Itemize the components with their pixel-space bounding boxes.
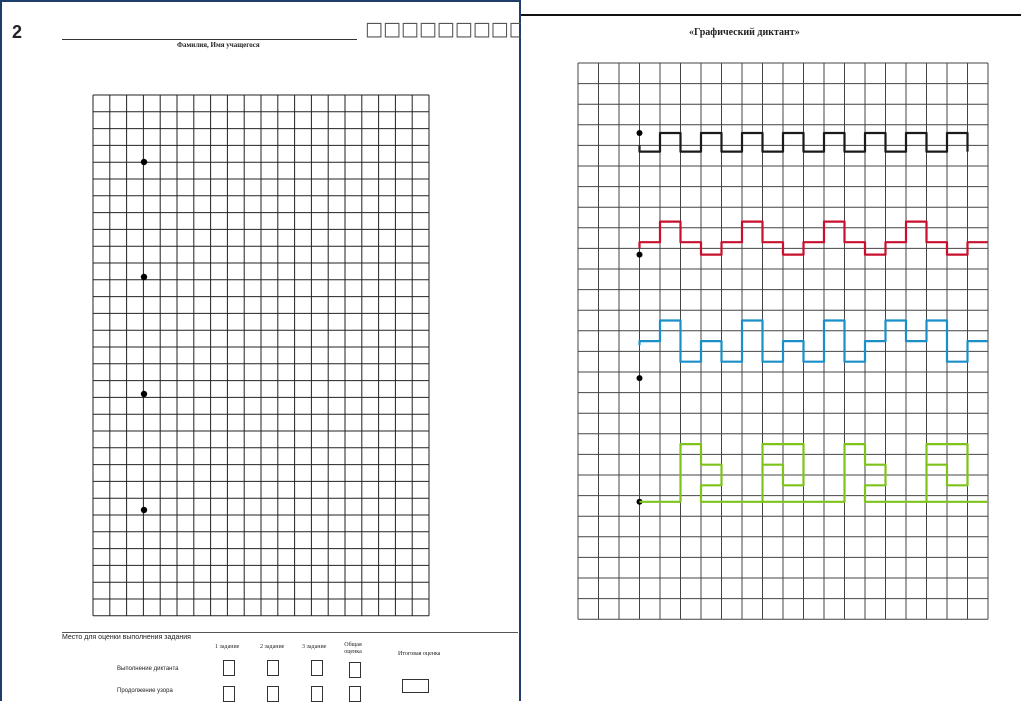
example-worksheet: «Графический диктант» bbox=[521, 0, 1021, 701]
footer-divider bbox=[62, 632, 518, 633]
top-rule bbox=[521, 14, 1021, 16]
score-box-1-3[interactable] bbox=[311, 660, 323, 676]
score-box-1-4[interactable] bbox=[349, 662, 361, 678]
pattern-4-green-b bbox=[762, 443, 969, 503]
score-box-2-1[interactable] bbox=[223, 686, 235, 702]
pattern-1-black bbox=[638, 131, 969, 153]
score-box-1-1[interactable] bbox=[223, 660, 235, 676]
footer-row-2: Продолжение узора bbox=[117, 688, 173, 694]
start-dot-4 bbox=[140, 506, 148, 514]
start-dot-3 bbox=[140, 390, 148, 398]
pattern-3-start-dot bbox=[636, 375, 643, 382]
pattern-3-blue bbox=[638, 319, 988, 363]
blank-worksheet: 2 □□□□□□□□□□□□ Фамилия, Имя учащегося Ме… bbox=[0, 0, 580, 702]
footer-final-label: Итоговая оценка bbox=[398, 651, 441, 657]
pattern-2-start-dot bbox=[636, 251, 643, 258]
sheet-title: «Графический диктант» bbox=[689, 27, 800, 38]
dictation-grid bbox=[577, 62, 989, 620]
pattern-1-start-dot bbox=[636, 130, 643, 137]
footer-col-1: 1 задание bbox=[215, 644, 240, 650]
final-score-box[interactable] bbox=[402, 679, 429, 693]
footer-col-2: 2 задание bbox=[260, 644, 285, 650]
page-number: 2 bbox=[12, 22, 23, 42]
blank-grid bbox=[92, 94, 430, 617]
start-dot-2 bbox=[140, 273, 148, 281]
footer-caption: Место для оценки выполнения задания bbox=[62, 634, 191, 641]
name-caption: Фамилия, Имя учащегося bbox=[177, 41, 260, 49]
score-box-1-2[interactable] bbox=[267, 660, 279, 676]
pattern-4-green-a bbox=[639, 443, 805, 503]
score-box-2-3[interactable] bbox=[311, 686, 323, 702]
footer-col-4: Общая оценка bbox=[344, 642, 362, 655]
name-line bbox=[62, 39, 357, 40]
footer-col-3: 3 задание bbox=[302, 644, 327, 650]
score-box-2-4[interactable] bbox=[349, 686, 361, 702]
footer-row-1: Выполнение диктанта bbox=[117, 666, 179, 672]
pattern-2-red bbox=[638, 220, 988, 256]
score-box-2-2[interactable] bbox=[267, 686, 279, 702]
start-dot-1 bbox=[140, 158, 148, 166]
